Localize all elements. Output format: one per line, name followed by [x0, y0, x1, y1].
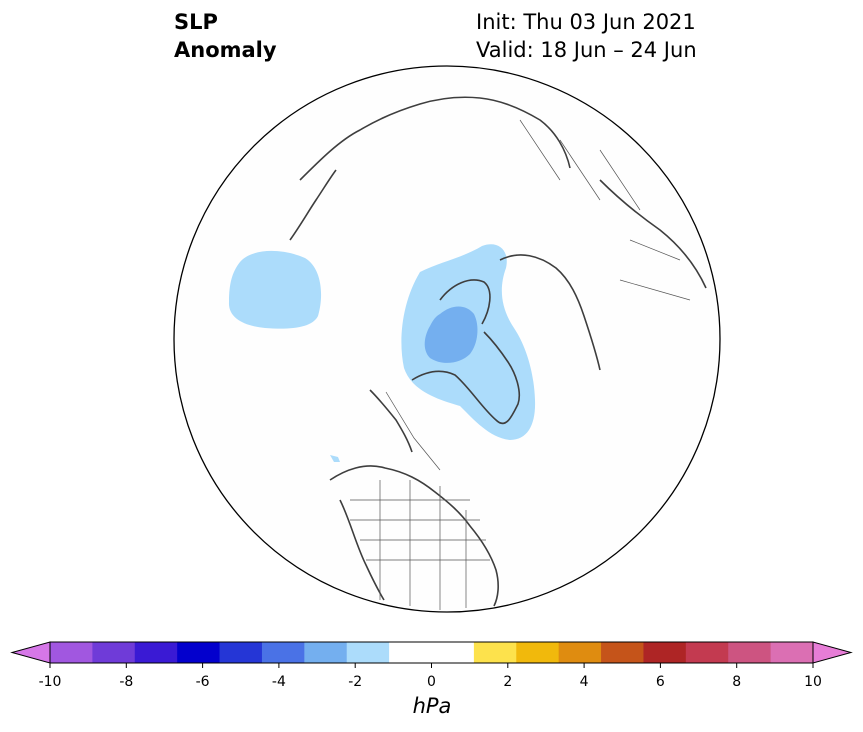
polar-map [173, 65, 721, 613]
colorbar-segment [50, 642, 93, 663]
colorbar-segment [92, 642, 136, 663]
colorbar-segment [728, 642, 772, 663]
anomaly-greenland-core [424, 306, 478, 363]
canada-arctic [369, 389, 413, 453]
colorbar-segment [219, 642, 263, 663]
colorbar-tick-label: 10 [804, 674, 822, 690]
colorbar-tick-label: -8 [119, 674, 134, 690]
colorbar-tick-label: -10 [38, 674, 62, 690]
siberia-coast [299, 96, 481, 181]
colorbar-segment [473, 642, 517, 663]
anomaly-layer [228, 96, 707, 610]
colorbar-segment [304, 642, 348, 663]
europe-coast [499, 254, 601, 371]
colorbar-tick-label: 6 [655, 674, 665, 690]
eurasia-borders [519, 119, 691, 301]
colorbar-tick-label: -2 [348, 674, 363, 690]
colorbar-segment [346, 642, 390, 663]
pacific-coast [339, 499, 385, 601]
colorbar-segment [134, 642, 178, 663]
title-line-2: Anomaly [174, 38, 277, 62]
ellesmere-coast [439, 279, 491, 325]
globe-outline [173, 65, 721, 613]
kamchatka-coast [289, 169, 337, 241]
colorbar-segment [261, 642, 305, 663]
colorbar-segments [10, 641, 853, 664]
east-siberia-coast [479, 97, 571, 169]
colorbar-segment [389, 642, 432, 663]
map-title: SLP Anomaly [174, 8, 277, 64]
coastlines [289, 96, 707, 607]
colorbar-tick-label: -4 [271, 674, 286, 690]
greenland-coast [411, 331, 521, 425]
colorbar-frame [49, 641, 814, 664]
init-date: Init: Thu 03 Jun 2021 [476, 10, 696, 34]
colorbar-segment [770, 642, 814, 663]
north-america-coast [329, 465, 499, 607]
colorbar-extend-low [10, 641, 51, 664]
colorbar-tick-label: 0 [427, 674, 436, 690]
colorbar-ticks [49, 663, 814, 668]
canada-border [385, 391, 441, 471]
colorbar-segment [601, 642, 644, 663]
valid-range: Valid: 18 Jun – 24 Jun [476, 38, 697, 62]
borders [350, 119, 691, 610]
colorbar-segment [685, 642, 729, 663]
colorbar-segment [431, 642, 475, 663]
anomaly-small-patch [330, 455, 340, 462]
colorbar-tick-label: 2 [503, 674, 513, 690]
date-info: Init: Thu 03 Jun 2021 Valid: 18 Jun – 24… [476, 8, 697, 64]
anomaly-north-atlantic [228, 250, 322, 329]
colorbar-tick-label: -6 [195, 674, 210, 690]
colorbar-extend-high [812, 641, 853, 664]
colorbar-segment [177, 642, 221, 663]
colorbar-tick-label: 4 [579, 674, 589, 690]
asia-coast [599, 179, 707, 289]
colorbar-unit: hPa [412, 694, 452, 718]
colorbar-segment [516, 642, 560, 663]
colorbar-segment [558, 642, 602, 663]
title-line-1: SLP [174, 10, 218, 34]
colorbar-tick-label: 8 [732, 674, 742, 690]
colorbar-segment [643, 642, 687, 663]
us-meridian-lines [379, 480, 467, 610]
